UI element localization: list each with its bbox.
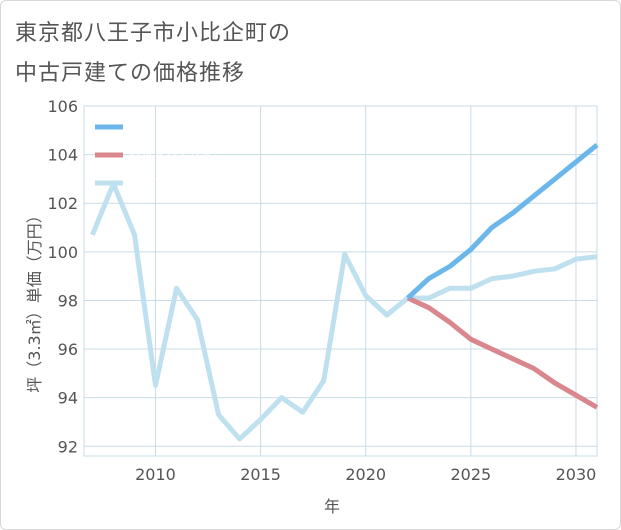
x-tick-label: 2010 — [135, 465, 176, 484]
x-axis-label: 年 — [324, 497, 340, 516]
legend-label: ノーマルシナリオ — [129, 176, 225, 190]
y-tick-label: 94 — [58, 389, 78, 408]
chart-title-line-1: 東京都八王子市小比企町の — [15, 21, 292, 46]
series-lines — [90, 142, 599, 442]
y-tick-label: 106 — [47, 97, 78, 116]
series-line-1 — [406, 295, 599, 410]
series-line-0 — [406, 142, 599, 300]
x-tick-label: 2030 — [556, 465, 597, 484]
y-axis-ticks: 92 94 96 98 100 102 104 106 — [47, 97, 78, 456]
legend-label: グッドシナリオ — [129, 120, 213, 134]
series-line-2 — [90, 181, 598, 442]
y-tick-label: 102 — [47, 194, 78, 213]
x-tick-label: 2020 — [345, 465, 386, 484]
y-tick-label: 100 — [47, 243, 78, 262]
x-tick-label: 2015 — [240, 465, 281, 484]
y-tick-label: 98 — [58, 291, 78, 310]
y-tick-label: 104 — [47, 146, 78, 165]
x-tick-label: 2025 — [450, 465, 491, 484]
chart-title-line-2: 中古戸建ての価格推移 — [15, 61, 246, 86]
y-tick-label: 96 — [58, 340, 78, 359]
y-axis-label: 坪（3.3㎡）単価（万円） — [25, 207, 44, 392]
x-axis-ticks: 2010 2015 2020 2025 2030 — [135, 465, 596, 484]
y-tick-label: 92 — [58, 437, 78, 456]
legend-label: バッドシナリオ — [129, 148, 213, 162]
